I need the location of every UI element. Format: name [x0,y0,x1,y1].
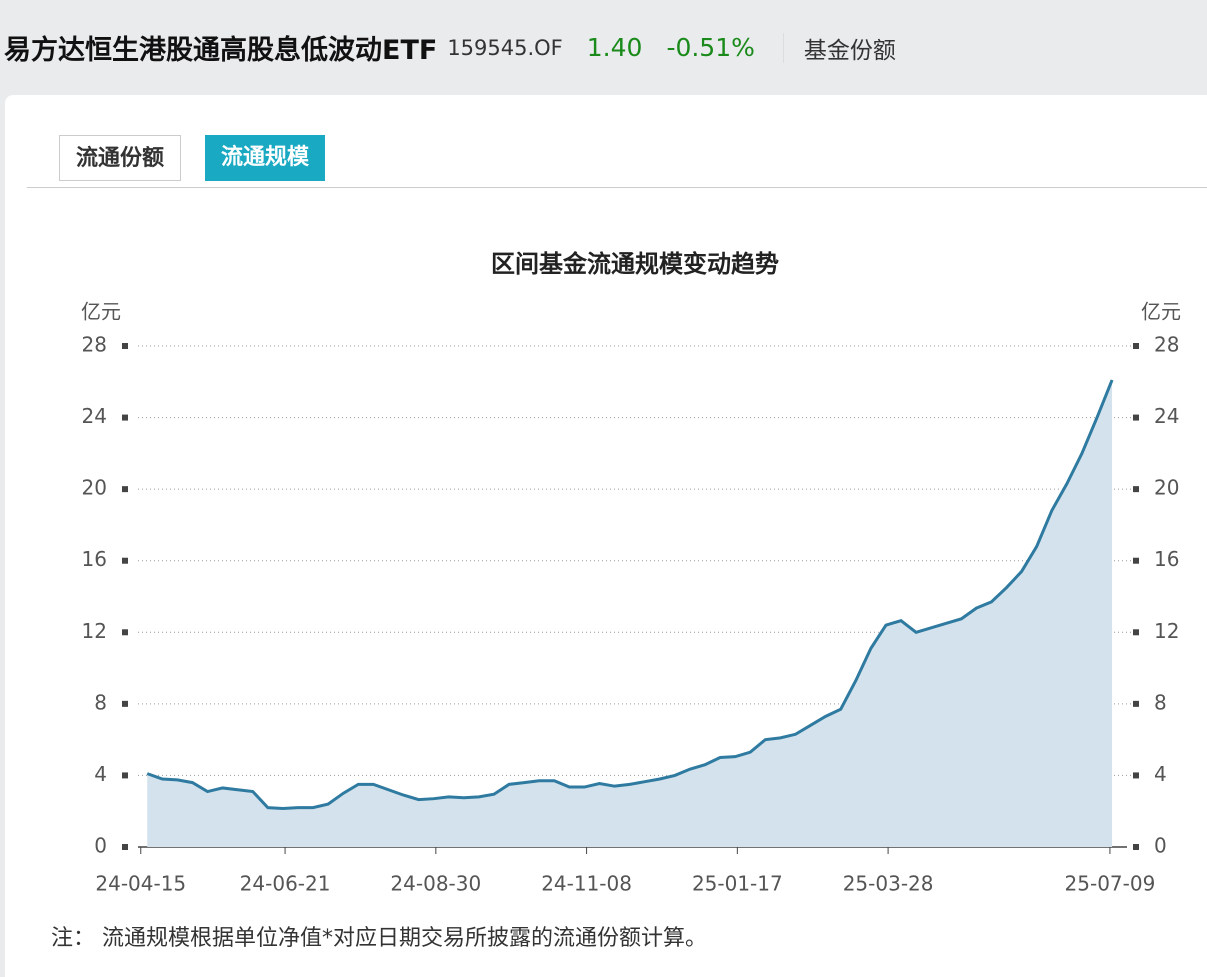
price: 1.40 [586,33,643,62]
tab[interactable]: 流通份额 [59,135,182,181]
y-tick-mark [122,486,128,493]
y2-unit: 亿元 [1141,300,1181,324]
x-tick-label: 24-06-21 [240,872,331,896]
note-label: 注： [51,926,96,951]
y2-tick-label: 28 [1154,333,1179,357]
y-tick-mark [122,772,128,779]
y-tick-label: 4 [94,762,107,786]
card: 流通份额 流通规模 区间基金流通规模变动趋势 亿元 亿元 0 0 4 4 8 8 12 12 1… [5,95,1207,977]
y-tick-label: 8 [94,690,107,714]
y-tick-label: 16 [82,547,107,571]
y2-tick-label: 0 [1154,834,1167,858]
y-tick-mark [122,629,128,636]
x-tick-label: 24-11-08 [541,872,632,896]
y2-tick-mark [1133,700,1139,707]
divider [27,187,1207,188]
x-tick-label: 25-01-17 [692,872,783,896]
y-tick-label: 12 [82,619,107,643]
y2-tick-mark [1133,557,1139,564]
tab-active[interactable]: 流通规模 [205,135,326,181]
y2-tick-label: 24 [1154,404,1179,428]
y-tick-label: 20 [82,476,107,500]
y2-tick-label: 8 [1154,690,1167,714]
chart-title: 区间基金流通规模变动趋势 [491,250,779,278]
y2-tick-mark [1133,629,1139,636]
y-tick-mark [122,700,128,707]
y-tick-mark [122,844,128,850]
header: 易方达恒生港股通高股息低波动ETF 159545.OF 1.40 -0.51% … [0,0,1207,95]
x-tick-label: 25-03-28 [843,872,934,896]
note: 注： 流通规模根据单位净值*对应日期交易所披露的流通份额计算。 [51,920,707,952]
x-tick-label: 25-07-09 [1065,872,1156,896]
chart: 区间基金流通规模变动趋势 亿元 亿元 0 0 4 4 8 8 12 12 16 16 20 20 24 2… [81,250,1181,896]
y-tick-label: 24 [82,404,107,428]
change: -0.51% [666,33,755,62]
x-tick-label: 24-04-15 [95,872,186,896]
separator [782,32,784,63]
y2-tick-label: 16 [1154,547,1179,571]
share-link[interactable]: 基金份额 [803,37,896,64]
y-tick-label: 0 [94,834,107,858]
y2-tick-mark [1133,844,1139,850]
y2-tick-mark [1133,414,1139,421]
y-tick-label: 28 [82,333,107,357]
y2-tick-label: 4 [1154,762,1167,786]
y-tick-mark [122,343,128,349]
y2-tick-mark [1133,343,1139,349]
fund-code: 159545.OF [447,35,563,60]
y2-tick-mark [1133,772,1139,779]
y2-tick-label: 12 [1154,619,1179,643]
y2-tick-mark [1133,486,1139,493]
x-tick-label: 24-08-30 [390,872,481,896]
y2-tick-label: 20 [1154,476,1179,500]
y-tick-mark [122,414,128,421]
y-unit: 亿元 [81,300,121,324]
area [147,379,1113,847]
y-tick-mark [122,557,128,564]
note-text: 流通规模根据单位净值*对应日期交易所披露的流通份额计算。 [102,926,708,951]
line [146,379,1114,811]
fund-title: 易方达恒生港股通高股息低波动ETF [4,35,438,66]
